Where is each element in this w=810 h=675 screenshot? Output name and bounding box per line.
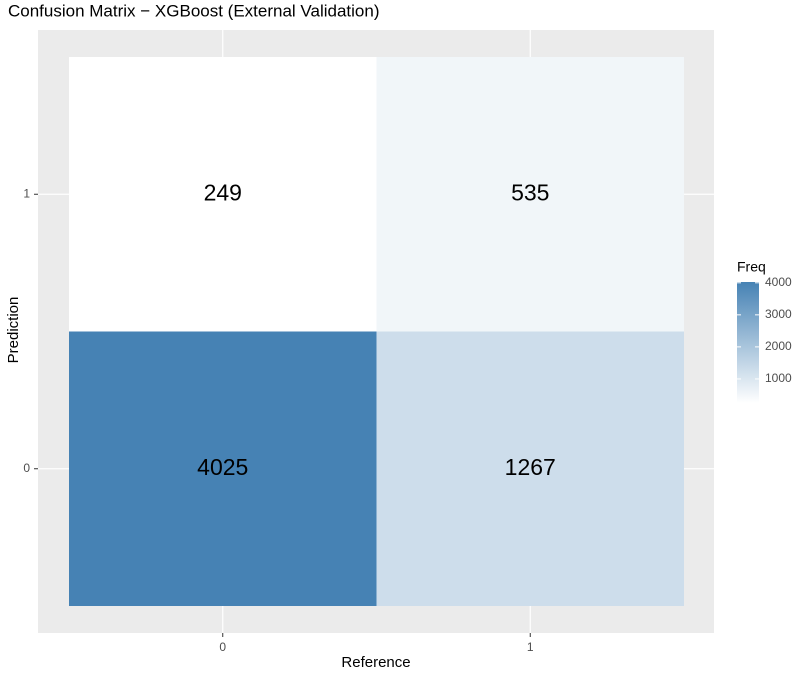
cell-label: 249 bbox=[204, 179, 242, 205]
x-tick-label: 1 bbox=[527, 640, 534, 654]
y-tick-label: 1 bbox=[23, 186, 30, 200]
x-tick-label: 0 bbox=[219, 640, 226, 654]
chart-title: Confusion Matrix − XGBoost (External Val… bbox=[8, 1, 380, 20]
cell bbox=[376, 331, 684, 606]
cell bbox=[69, 331, 377, 606]
y-axis-label: Prediction bbox=[5, 297, 22, 364]
colorbar-tick-label: 1000 bbox=[765, 371, 792, 385]
cell-label: 1267 bbox=[505, 454, 556, 480]
cell bbox=[376, 57, 684, 332]
cell bbox=[69, 57, 377, 332]
colorbar-tick-label: 3000 bbox=[765, 307, 792, 321]
legend-title: Freq bbox=[737, 259, 766, 275]
cell-label: 535 bbox=[511, 179, 549, 205]
colorbar bbox=[737, 282, 759, 403]
colorbar-tick-label: 4000 bbox=[765, 275, 792, 289]
y-tick-label: 0 bbox=[23, 461, 30, 475]
x-axis-label: Reference bbox=[341, 654, 410, 671]
cell-label: 4025 bbox=[197, 454, 248, 480]
colorbar-tick-label: 2000 bbox=[765, 339, 792, 353]
